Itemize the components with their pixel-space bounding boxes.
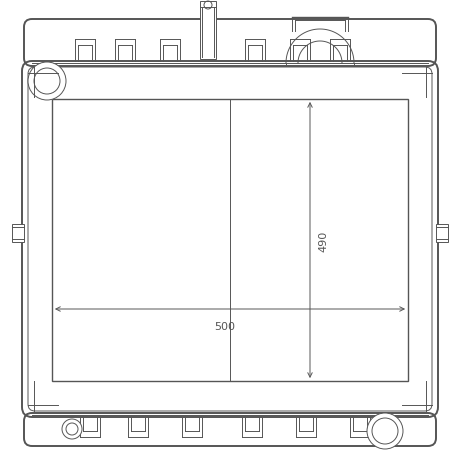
Circle shape [366,413,402,449]
Text: 500: 500 [214,321,235,331]
Bar [435,224,447,242]
Text: 490: 490 [317,230,327,251]
Circle shape [62,419,82,439]
Circle shape [28,63,66,101]
Bar [52,100,407,381]
Bar [200,2,216,60]
Bar [12,224,24,242]
